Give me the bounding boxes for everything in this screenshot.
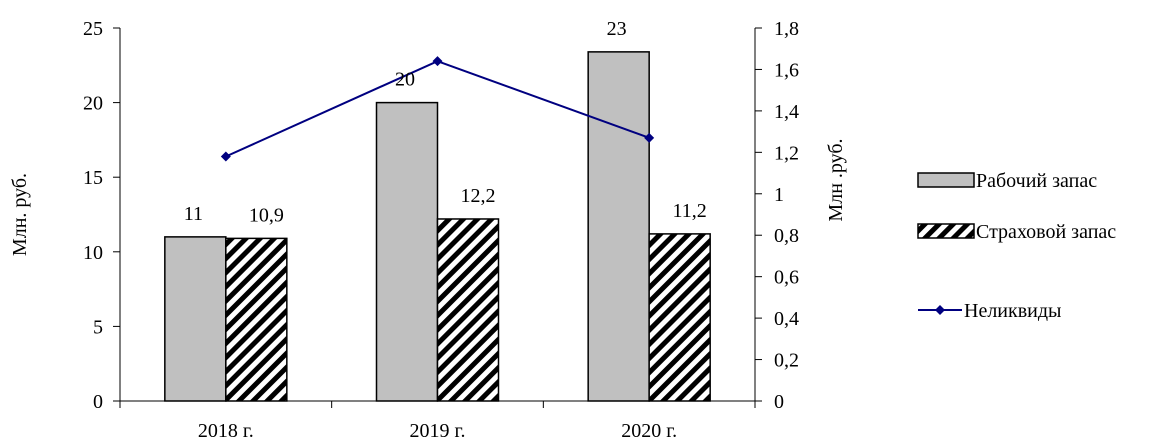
data-label: 11 xyxy=(184,203,203,225)
axes-layer: 051015202500,20,40,60,811,21,41,61,82018… xyxy=(9,18,847,442)
legend-label: Неликвиды xyxy=(964,300,1061,322)
right-axis-title: Млн .руб. xyxy=(825,138,847,221)
left-tick-label: 25 xyxy=(83,18,103,40)
left-tick-label: 0 xyxy=(93,391,103,413)
right-tick-label: 0,2 xyxy=(774,350,799,372)
legend: Рабочий запас Страховой запас Неликвиды xyxy=(917,170,1116,322)
legend-label: Рабочий запас xyxy=(976,170,1097,192)
right-tick-label: 0,4 xyxy=(774,308,799,330)
right-tick-label: 1,6 xyxy=(774,59,799,81)
legend-swatch xyxy=(917,223,975,239)
right-tick-label: 0,6 xyxy=(774,267,799,289)
illiquid-marker xyxy=(220,151,231,162)
data-label: 23 xyxy=(607,18,627,40)
right-tick-label: 0 xyxy=(774,391,784,413)
data-label: 10,9 xyxy=(249,204,284,226)
right-tick-label: 0,8 xyxy=(774,225,799,247)
data-label: 11,2 xyxy=(673,200,707,222)
illiquid-marker xyxy=(644,132,655,143)
data-label: 12,2 xyxy=(461,185,496,207)
x-tick-label: 2020 г. xyxy=(621,420,677,442)
x-tick-label: 2019 г. xyxy=(410,420,466,442)
legend-swatch xyxy=(917,172,975,188)
right-tick-label: 1,4 xyxy=(774,101,799,123)
bar-safety-stock xyxy=(436,218,500,402)
labels-layer: 11 10,9 20 12,2 23 11,2 xyxy=(184,18,707,226)
left-axis-title: Млн. руб. xyxy=(9,173,31,256)
data-label: 20 xyxy=(395,69,415,91)
right-tick-label: 1 xyxy=(774,184,784,206)
bar-safety-stock xyxy=(225,237,288,402)
bar-working-stock xyxy=(587,51,650,402)
right-tick-label: 1,8 xyxy=(774,18,799,40)
left-tick-label: 15 xyxy=(83,167,103,189)
left-tick-label: 10 xyxy=(83,242,103,264)
left-tick-label: 5 xyxy=(93,316,103,338)
bar-working-stock xyxy=(375,101,439,402)
bar-working-stock xyxy=(164,236,227,402)
x-tick-label: 2018 г. xyxy=(198,420,254,442)
legend-marker xyxy=(935,305,945,315)
right-tick-label: 1,2 xyxy=(774,142,799,164)
legend-label: Страховой запас xyxy=(976,221,1116,243)
line-layer xyxy=(220,56,655,162)
left-tick-label: 20 xyxy=(83,93,103,115)
bars-layer xyxy=(164,51,711,402)
illiquid-marker xyxy=(432,56,443,67)
bar-safety-stock xyxy=(648,233,711,402)
